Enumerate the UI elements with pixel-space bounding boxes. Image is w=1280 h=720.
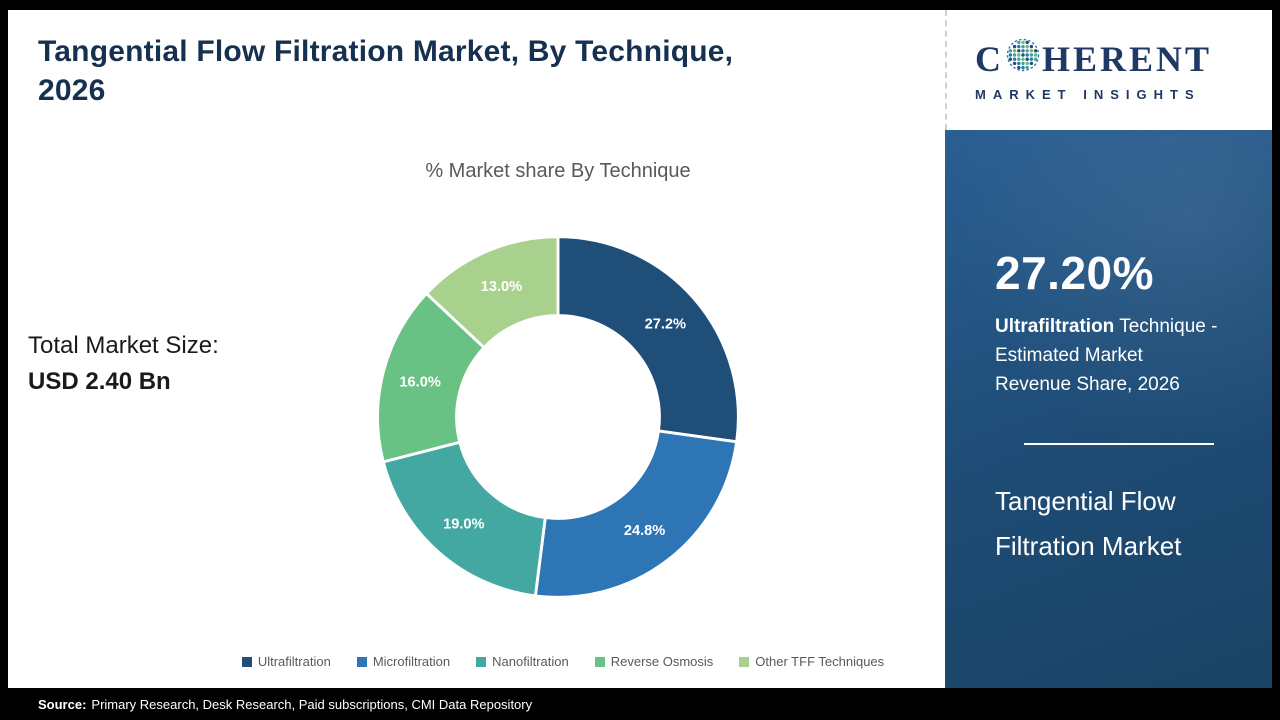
market-name: Tangential Flow Filtration Market	[995, 479, 1242, 569]
source-text: Primary Research, Desk Research, Paid su…	[91, 696, 533, 712]
legend-label: Reverse Osmosis	[610, 654, 714, 669]
legend-swatch-icon	[356, 656, 367, 667]
chart-title: % Market share By Technique	[425, 160, 691, 182]
legend-item: Ultrafiltration	[241, 654, 331, 669]
slice-percentage-label: 19.0%	[443, 517, 484, 533]
slice-percentage-label: 13.0%	[481, 279, 522, 295]
legend-label: Other TFF Techniques	[755, 654, 885, 669]
highlight-sidebar: 27.20% Ultrafiltration Technique - Estim…	[945, 130, 1272, 688]
total-market-size: Total Market Size: USD 2.40 Bn	[28, 328, 219, 400]
donut-slice-other-tff-techniques	[425, 235, 560, 350]
stat-desc-line3: Revenue Share, 2026	[995, 374, 1180, 395]
source-label: Source:	[38, 696, 87, 712]
legend-swatch-icon	[476, 656, 487, 667]
page-title: Tangential Flow Filtration Market, By Te…	[38, 32, 918, 110]
globe-dots-icon	[1006, 38, 1040, 79]
donut-slice-microfiltration	[533, 429, 739, 599]
brand-logo: C HERENT	[975, 38, 1272, 79]
page-title-line2: 2026	[38, 74, 106, 107]
slice-percentage-label: 16.0%	[399, 374, 440, 390]
brand-subtitle: MARKET INSIGHTS	[975, 87, 1201, 102]
sidebar-divider	[1023, 443, 1214, 445]
stat-desc-bold: Ultrafiltration	[995, 316, 1115, 337]
legend-label: Microfiltration	[372, 654, 451, 669]
market-name-line2: Filtration Market	[995, 531, 1182, 561]
brand-text-herent: HERENT	[1042, 38, 1213, 79]
logo-box: C HERENT MARKET INSIGHTS	[945, 10, 1272, 130]
total-market-size-value: USD 2.40 Bn	[28, 368, 171, 395]
legend-item: Microfiltration	[356, 654, 451, 669]
legend-item: Other TFF Techniques	[739, 654, 884, 669]
legend-label: Nanofiltration	[492, 654, 569, 669]
legend-swatch-icon	[241, 656, 252, 667]
chart-legend: Ultrafiltration Microfiltration Nanofiltra…	[148, 654, 978, 669]
main-panel: Tangential Flow Filtration Market, By Te…	[8, 10, 945, 688]
legend-swatch-icon	[594, 656, 605, 667]
slice-percentage-label: 24.8%	[624, 523, 665, 539]
slice-percentage-label: 27.2%	[645, 316, 686, 332]
stat-desc-rest: Technique -	[1114, 316, 1218, 337]
donut-slice-ultrafiltration	[556, 235, 740, 444]
stat-description: Ultrafiltration Technique - Estimated Ma…	[995, 312, 1242, 399]
donut-chart: 27.2% 24.8% 19.0% 16.0% 13.0%	[363, 222, 753, 612]
page-title-line1: Tangential Flow Filtration Market, By Te…	[38, 35, 734, 68]
legend-item: Reverse Osmosis	[594, 654, 714, 669]
source-footer: Source: Primary Research, Desk Research,…	[0, 688, 1280, 720]
legend-item: Nanofiltration	[476, 654, 569, 669]
stat-desc-line2: Estimated Market	[995, 345, 1143, 366]
legend-label: Ultrafiltration	[257, 654, 331, 669]
donut-chart-svg: 27.2% 24.8% 19.0% 16.0% 13.0%	[376, 235, 740, 599]
legend-swatch-icon	[739, 656, 750, 667]
total-market-size-label: Total Market Size:	[28, 332, 219, 359]
market-name-line1: Tangential Flow	[995, 486, 1176, 516]
donut-slice-nanofiltration	[381, 440, 547, 598]
stat-value: 27.20%	[995, 247, 1155, 299]
brand-text-c: C	[975, 38, 1004, 79]
